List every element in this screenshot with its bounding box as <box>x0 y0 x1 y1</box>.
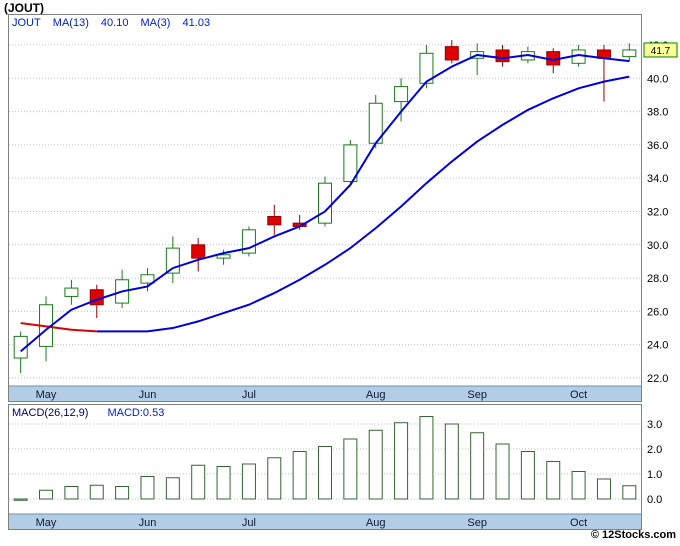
macd-bar <box>64 486 79 500</box>
ytick-label: 0.0 <box>647 494 662 506</box>
last-price-text: 41.7 <box>651 46 671 57</box>
macd-bar <box>546 461 561 500</box>
macd-bar <box>495 443 510 500</box>
legend-ma13-value: 40.10 <box>100 17 129 29</box>
macd-bar <box>39 489 54 500</box>
macd-bar <box>115 486 130 500</box>
main-legend: JOUT MA(13) 40.10 MA(3) 41.03 <box>12 17 219 29</box>
ytick-label: 32.0 <box>647 206 668 218</box>
month-label: May <box>36 517 57 529</box>
macd-bar <box>419 416 434 500</box>
macd-bar <box>318 446 332 500</box>
ytick-label: 3.0 <box>647 419 662 431</box>
candle-up <box>165 247 180 274</box>
candle-up <box>318 182 332 224</box>
macd-bar <box>444 423 459 500</box>
panel-border <box>8 404 642 530</box>
macd-bar <box>394 422 409 500</box>
legend-ma3-value: 41.03 <box>182 17 211 29</box>
month-label: Jul <box>242 389 256 401</box>
macd-bar <box>165 477 180 500</box>
month-label: Aug <box>366 389 386 401</box>
macd-bar <box>140 476 155 500</box>
ytick-label: 38.0 <box>647 107 668 119</box>
month-label: Jul <box>242 517 256 529</box>
macd-bar <box>292 451 307 500</box>
macd-bar <box>520 451 535 500</box>
month-label: Sep <box>467 517 487 529</box>
xaxis-band <box>8 386 642 402</box>
month-label: Jun <box>139 389 157 401</box>
ytick-label: 36.0 <box>647 140 668 152</box>
macd-value: MACD:0.53 <box>107 407 165 419</box>
month-label: May <box>36 389 57 401</box>
ytick-label: 30.0 <box>647 240 668 252</box>
macd-label: MACD(26,12,9) <box>12 407 89 419</box>
macd-bars <box>13 416 637 501</box>
macd-bar <box>267 457 282 500</box>
ytick-label: 34.0 <box>647 173 668 185</box>
candle-up <box>394 86 409 103</box>
macd-bar <box>596 478 611 500</box>
month-label: Oct <box>570 517 587 529</box>
candle-up <box>343 144 358 183</box>
ma13-line-start <box>20 322 97 333</box>
legend-ma13-label: MA(13) <box>52 17 89 29</box>
candle-down <box>444 46 459 61</box>
candle-up <box>64 287 79 297</box>
xaxis-band <box>8 514 642 530</box>
macd-bar <box>191 464 206 500</box>
ma13-line <box>96 75 630 333</box>
ma3-line <box>20 53 630 353</box>
candle-down <box>267 215 282 226</box>
ytick-label: 28.0 <box>647 273 668 285</box>
price-chart: 42.040.038.036.034.032.030.028.026.024.0… <box>8 14 678 402</box>
legend-symbol: JOUT <box>12 17 41 29</box>
month-label: Oct <box>570 389 587 401</box>
macd-bar <box>368 429 383 500</box>
candle-up <box>140 274 155 284</box>
ytick-label: 24.0 <box>647 340 668 352</box>
ytick-label: 22.0 <box>647 373 668 385</box>
candle-up <box>216 254 231 259</box>
macd-bar <box>470 432 485 500</box>
candle-up <box>13 335 28 359</box>
legend-ma3-label: MA(3) <box>140 17 171 29</box>
macd-chart: 3.0 2.0 1.0 0.0 May Jun Jul Aug Sep Oct <box>8 404 662 530</box>
macd-bar <box>13 498 28 501</box>
macd-bar <box>622 485 637 500</box>
ytick-label: 26.0 <box>647 306 668 318</box>
macd-bar <box>241 463 256 500</box>
ytick-label: 1.0 <box>647 469 662 481</box>
candle-down <box>191 244 206 259</box>
macd-legend: MACD(26,12,9) MACD:0.53 <box>12 407 164 419</box>
candle-up <box>419 52 434 84</box>
panel-border <box>8 14 642 402</box>
last-price-tag <box>643 42 678 58</box>
copyright-text: © 12Stocks.com <box>590 529 676 541</box>
macd-bar <box>89 484 104 500</box>
macd-bar <box>216 466 231 500</box>
macd-bar <box>343 438 358 500</box>
month-label: Aug <box>366 517 386 529</box>
page-title: (JOUT) <box>4 1 44 15</box>
month-label: Sep <box>467 389 487 401</box>
candle-up <box>622 49 637 58</box>
candle-down <box>495 49 510 63</box>
ytick-label: 2.0 <box>647 444 662 456</box>
macd-bar <box>571 471 586 500</box>
month-label: Jun <box>139 517 157 529</box>
ytick-label: 40.0 <box>647 73 668 85</box>
